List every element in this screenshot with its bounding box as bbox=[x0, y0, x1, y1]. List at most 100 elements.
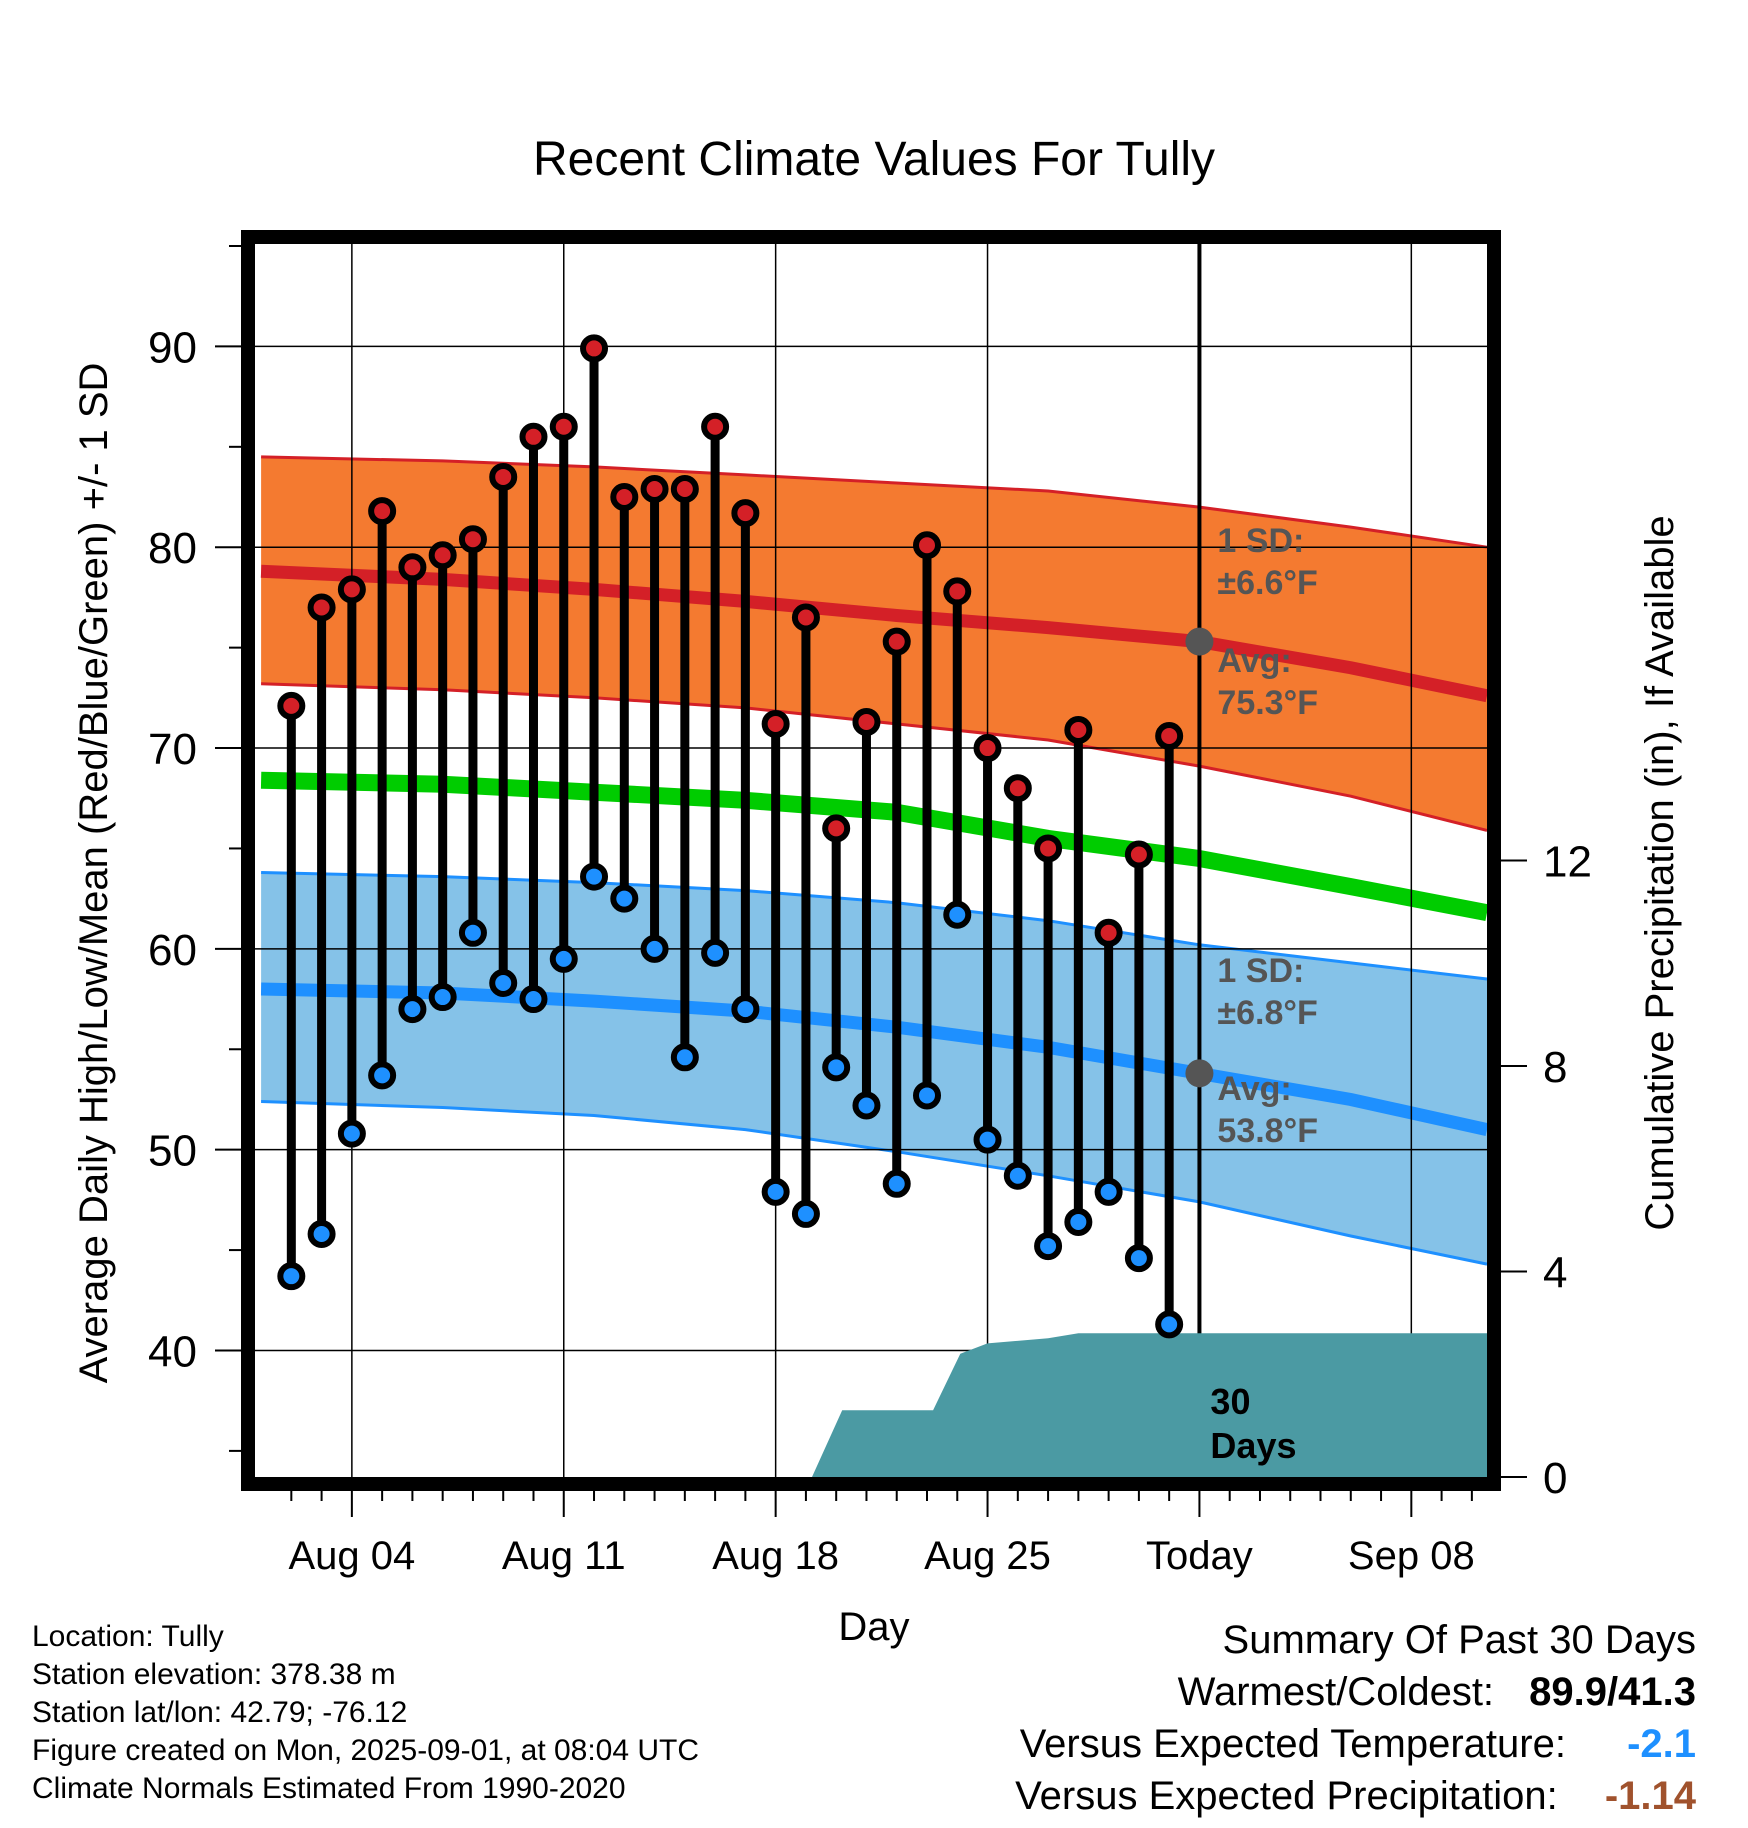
daily-low-point bbox=[791, 1199, 820, 1228]
y-right-tick-label: 12 bbox=[1543, 838, 1592, 887]
summary-title-text: Summary Of Past 30 Days bbox=[1222, 1618, 1696, 1662]
y-right-tick-label: 4 bbox=[1543, 1249, 1567, 1298]
y-left-tick-label: 40 bbox=[148, 1327, 197, 1376]
daily-low-point bbox=[852, 1091, 881, 1120]
daily-high-point bbox=[277, 691, 306, 720]
x-axis-label: Day bbox=[838, 1605, 909, 1649]
precip-label: Versus Expected Precipitation: bbox=[1015, 1774, 1558, 1818]
daily-high-point bbox=[1094, 918, 1123, 947]
daily-low-point bbox=[458, 918, 487, 947]
daily-high-point bbox=[458, 525, 487, 554]
temp-value: -2.1 bbox=[1627, 1722, 1696, 1766]
daily-high-point bbox=[670, 474, 699, 503]
daily-high-point bbox=[489, 462, 518, 491]
y-left-tick-label: 60 bbox=[148, 926, 197, 975]
daily-low-point bbox=[882, 1169, 911, 1198]
axes: 40 50 60 70 80 90 0 4 8 12 Aug 04 Aug 11 Aug 18 Aug 2… bbox=[148, 230, 1592, 1578]
precip-area bbox=[812, 1333, 1487, 1477]
created-text: Figure created on Mon, 2025-09-01, at 08… bbox=[32, 1734, 700, 1767]
y-right-tick-label: 0 bbox=[1543, 1454, 1567, 1503]
daily-low-point bbox=[701, 938, 730, 967]
today-low-avg-marker bbox=[1185, 1059, 1214, 1088]
daily-low-point bbox=[580, 862, 609, 891]
daily-high-point bbox=[519, 422, 548, 451]
y-left-tick-label: 70 bbox=[148, 725, 197, 774]
daily-high-point bbox=[913, 531, 941, 560]
daily-low-point bbox=[1034, 1232, 1063, 1261]
chart-title: Recent Climate Values For Tully bbox=[533, 133, 1215, 186]
high-sd-label: 1 SD: bbox=[1217, 522, 1304, 560]
y-left-tick-label: 50 bbox=[148, 1127, 197, 1176]
warmest-label: Warmest/Coldest: bbox=[1177, 1670, 1495, 1714]
daily-low-point bbox=[549, 944, 578, 973]
warmest-value: 89.9/41.3 bbox=[1529, 1670, 1696, 1714]
today-high-avg-marker bbox=[1185, 627, 1214, 656]
daily-low-point bbox=[640, 934, 669, 963]
location-text: Location: Tully bbox=[32, 1620, 224, 1653]
low-sd-label: 1 SD: bbox=[1217, 952, 1304, 990]
cumulative-precip-area bbox=[812, 1333, 1487, 1477]
warmest-row: Warmest/Coldest: 89.9/41.3 bbox=[1178, 1670, 1696, 1715]
daily-high-point bbox=[852, 707, 881, 736]
daily-low-point bbox=[428, 983, 457, 1012]
precip-value: -1.14 bbox=[1604, 1774, 1696, 1818]
daily-low-point bbox=[337, 1119, 366, 1148]
daily-low-point bbox=[1124, 1244, 1153, 1273]
x-tick-label: Aug 18 bbox=[712, 1534, 839, 1578]
daily-low-point bbox=[307, 1220, 336, 1249]
daily-low-point bbox=[519, 985, 548, 1014]
daily-high-point bbox=[307, 593, 336, 622]
daily-low-point bbox=[368, 1061, 397, 1090]
daily-low-point bbox=[913, 1081, 941, 1110]
grid-lines bbox=[255, 244, 1487, 1477]
daily-low-point bbox=[670, 1043, 699, 1072]
daily-low-point bbox=[610, 884, 639, 913]
daily-low-point bbox=[1155, 1310, 1184, 1339]
x-tick-label: Today bbox=[1146, 1534, 1253, 1578]
daily-high-point bbox=[1155, 721, 1184, 750]
daily-high-point bbox=[701, 412, 730, 441]
daily-high-point bbox=[580, 334, 609, 363]
daily-low-point bbox=[489, 968, 518, 997]
daily-high-point bbox=[791, 603, 820, 632]
summary-title: Summary Of Past 30 Days bbox=[1223, 1618, 1696, 1663]
precip-days-label: Days bbox=[1210, 1425, 1296, 1466]
precip-row: Versus Expected Precipitation: -1.14 bbox=[1015, 1774, 1696, 1819]
daily-high-point bbox=[1034, 834, 1063, 863]
x-tick-label: Aug 25 bbox=[924, 1534, 1051, 1578]
annotations: 1 SD: ±6.6°F Avg: 75.3°F 1 SD: ±6.8°F Avg: 53.8… bbox=[1185, 522, 1318, 1466]
daily-high-point bbox=[337, 575, 366, 604]
daily-high-point bbox=[1124, 840, 1153, 869]
station-info: Location: Tully Station elevation: 378.3… bbox=[32, 1618, 699, 1808]
normal-high-line bbox=[260, 564, 1489, 703]
daily-high-point bbox=[882, 627, 911, 656]
daily-high-point bbox=[368, 497, 397, 526]
daily-low-point bbox=[1094, 1177, 1123, 1206]
low-avg-value: 53.8°F bbox=[1217, 1112, 1318, 1150]
daily-high-point bbox=[943, 577, 972, 606]
high-avg-value: 75.3°F bbox=[1217, 684, 1318, 722]
precip-days-number: 30 bbox=[1210, 1381, 1250, 1422]
x-tick-label: Aug 04 bbox=[288, 1534, 415, 1578]
daily-high-point bbox=[640, 474, 669, 503]
temp-row: Versus Expected Temperature: -2.1 bbox=[1020, 1722, 1696, 1767]
normals-text: Climate Normals Estimated From 1990-2020 bbox=[32, 1772, 626, 1805]
daily-high-point bbox=[428, 541, 457, 570]
daily-low-point bbox=[1003, 1161, 1032, 1190]
daily-low-point bbox=[973, 1125, 1002, 1154]
x-tick-label: Sep 08 bbox=[1348, 1534, 1475, 1578]
high-sd-value: ±6.6°F bbox=[1217, 564, 1317, 602]
daily-high-point bbox=[973, 734, 1002, 763]
y-left-tick-label: 80 bbox=[148, 524, 197, 573]
daily-high-point bbox=[761, 709, 790, 738]
daily-high-point bbox=[398, 553, 427, 582]
high-avg-label: Avg: bbox=[1217, 642, 1291, 680]
temp-label: Versus Expected Temperature: bbox=[1019, 1722, 1566, 1766]
daily-low-point bbox=[277, 1262, 306, 1291]
daily-low-point bbox=[398, 995, 427, 1024]
x-tick-label: Aug 11 bbox=[502, 1534, 626, 1578]
daily-high-point bbox=[1003, 774, 1032, 803]
daily-high-point bbox=[1064, 715, 1093, 744]
y-left-tick-label: 90 bbox=[148, 323, 197, 372]
